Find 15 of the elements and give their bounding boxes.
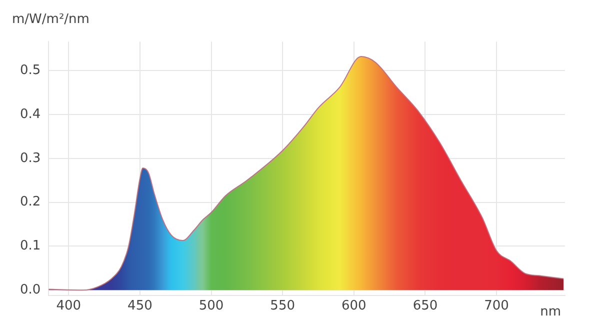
x-axis-title: nm [540, 304, 561, 320]
x-tick-label: 550 [270, 298, 296, 314]
x-tick-label: 450 [128, 298, 152, 314]
y-tick-label: 0.4 [20, 106, 41, 122]
x-tick-label: 700 [484, 298, 509, 314]
y-tick-label: 0.2 [20, 194, 41, 210]
y-tick-label: 0.0 [20, 282, 41, 298]
y-tick-label: 0.3 [20, 150, 41, 166]
y-tick-label: 0.1 [20, 238, 41, 254]
x-tick-label: 500 [198, 298, 224, 314]
x-tick-label: 600 [341, 298, 366, 314]
x-tick-label: 400 [56, 298, 82, 314]
y-tick-label: 0.5 [20, 62, 41, 78]
y-axis-title: m/W/m²/nm [12, 12, 90, 28]
x-tick-label: 650 [412, 298, 438, 314]
